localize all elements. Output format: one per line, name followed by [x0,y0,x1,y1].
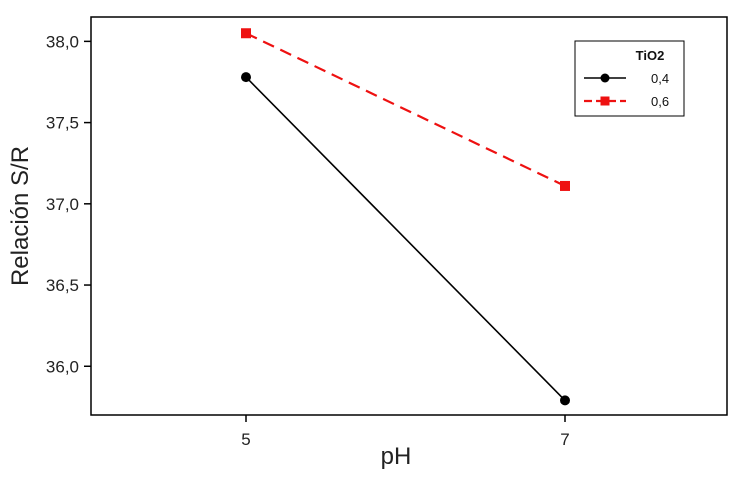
plot-frame [90,16,728,416]
y-tick-label: 36,0 [46,357,79,376]
point-1-1 [560,180,570,191]
point-0-0 [241,72,251,83]
point-1-0 [241,28,251,39]
legend-marker-0 [600,73,610,83]
x-tick-label: 7 [560,430,569,449]
series-line-1 [245,32,566,187]
series-line-0 [245,76,566,401]
y-axis-title: Relación S/R [7,146,34,286]
x-tick-label: 5 [241,430,250,449]
y-tick-label: 37,0 [46,195,79,214]
y-tick-label: 37,5 [46,114,79,133]
y-tick-label: 36,5 [46,276,79,295]
legend-label-0: 0,4 [651,71,669,86]
legend: TiO2 0,4 0,6 [574,40,685,117]
legend-label-1: 0,6 [651,94,669,109]
y-axis: 36,0 36,5 37,0 37,5 38,0 [46,32,91,376]
point-0-1 [560,395,570,406]
legend-marker-1 [600,96,610,106]
x-axis-title: pH [381,443,412,470]
series-layer [241,28,570,406]
legend-title: TiO2 [636,48,665,63]
y-tick-label: 38,0 [46,32,79,51]
